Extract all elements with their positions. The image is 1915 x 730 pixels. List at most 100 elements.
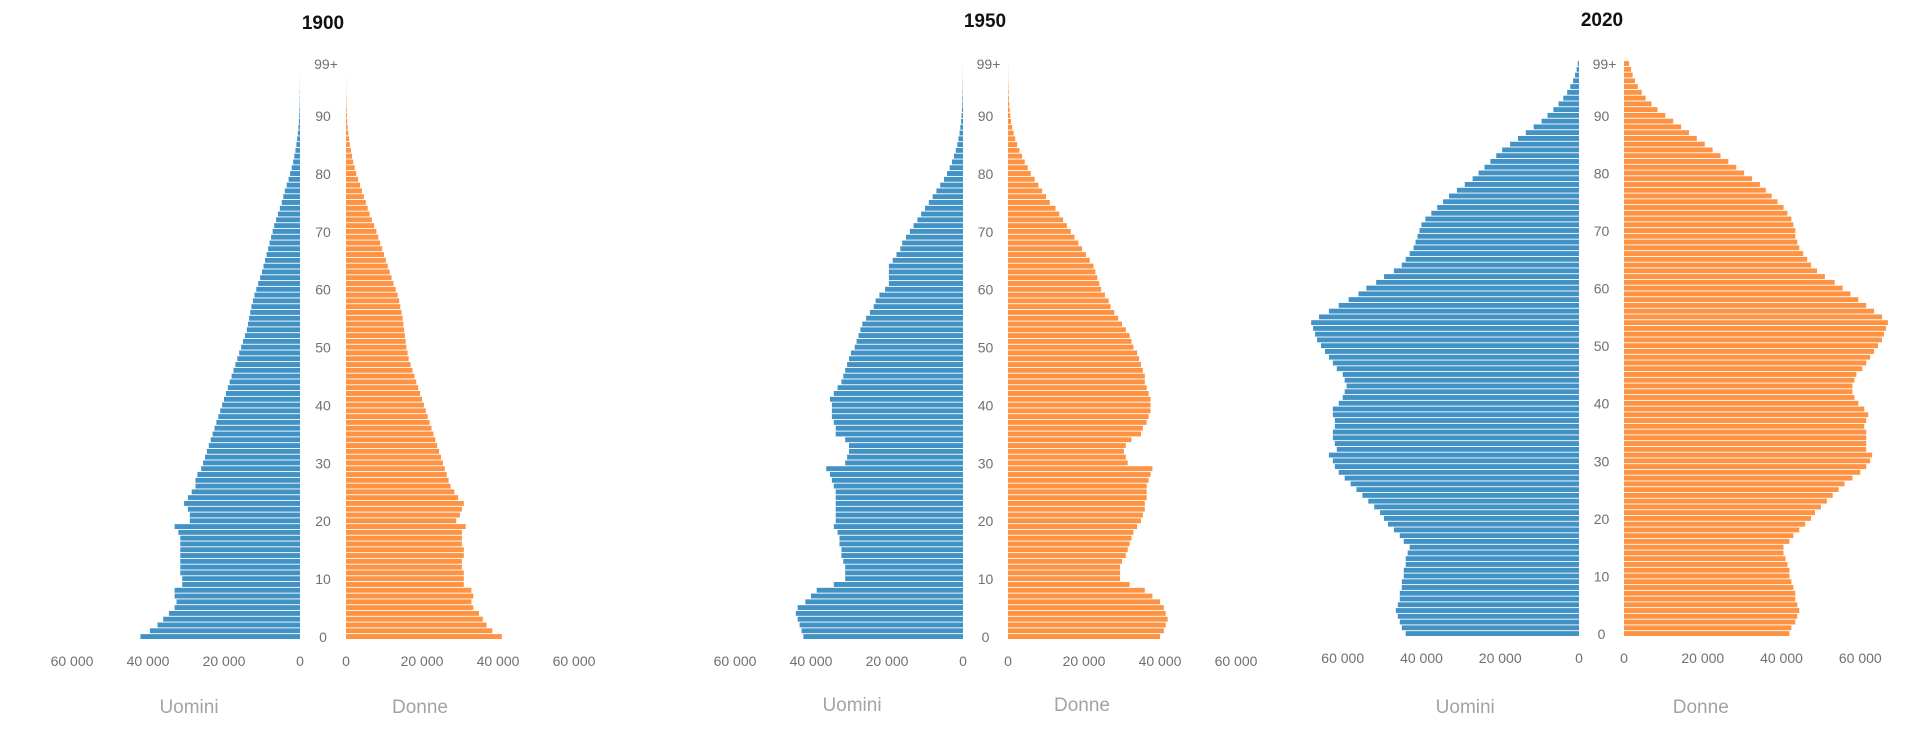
bar-men-2-54: [1311, 320, 1579, 326]
age-label-1-6: 60: [978, 282, 994, 298]
bar-men-0-4: [168, 610, 300, 616]
bar-men-0-11: [180, 570, 300, 576]
bar-men-1-46: [845, 367, 963, 373]
bar-men-1-44: [841, 379, 963, 385]
bar-men-2-14: [1407, 550, 1579, 556]
bar-women-2-14: [1624, 550, 1784, 556]
men-label-2: Uomini: [1436, 697, 1495, 718]
bar-men-2-33: [1334, 441, 1579, 446]
bar-women-2-49: [1624, 349, 1875, 354]
bar-men-0-35: [212, 431, 300, 437]
bar-women-1-57: [1008, 304, 1111, 310]
bar-men-0-43: [227, 385, 300, 391]
men-axis-tick-1-2: 20 000: [866, 653, 909, 669]
bar-men-2-45: [1342, 372, 1579, 377]
bar-women-1-70: [1008, 228, 1071, 234]
bar-men-1-3: [797, 616, 963, 622]
bar-women-2-2: [1624, 619, 1796, 625]
bar-men-0-69: [271, 234, 300, 240]
bar-women-1-18: [1008, 529, 1134, 535]
men-axis-tick-2-1: 40 000: [1400, 650, 1443, 666]
bar-men-2-9: [1401, 579, 1579, 585]
bar-men-2-69: [1417, 233, 1579, 239]
bar-men-1-48: [849, 356, 963, 362]
bar-women-0-74: [346, 205, 368, 211]
bar-women-1-1: [1008, 628, 1164, 634]
bar-men-0-72: [276, 217, 300, 223]
bar-men-2-1: [1401, 625, 1579, 631]
bar-men-0-6: [176, 599, 300, 605]
bar-women-0-82: [346, 159, 354, 165]
bar-women-1-89: [1008, 118, 1012, 124]
bar-women-2-81: [1624, 164, 1737, 170]
bar-women-1-33: [1008, 443, 1126, 448]
bar-men-2-48: [1328, 354, 1579, 360]
bar-men-2-35: [1332, 429, 1579, 435]
bar-men-1-11: [845, 570, 963, 576]
bar-men-2-27: [1344, 475, 1579, 481]
women-axis-tick-1-1: 20 000: [1063, 653, 1106, 669]
bar-men-1-20: [835, 518, 963, 524]
bar-women-2-46: [1624, 366, 1863, 372]
bar-men-1-19: [833, 524, 963, 530]
bar-men-2-82: [1490, 159, 1579, 164]
bar-men-1-5: [797, 605, 963, 611]
bar-men-1-56: [869, 309, 963, 315]
bar-women-2-38: [1624, 412, 1869, 418]
bar-women-1-27: [1008, 477, 1149, 483]
bar-women-2-26: [1624, 481, 1845, 487]
bar-men-0-87: [297, 130, 300, 136]
bar-women-1-80: [1008, 171, 1031, 176]
bar-women-2-24: [1624, 492, 1833, 498]
bar-men-0-78: [286, 182, 300, 188]
bar-men-2-6: [1399, 596, 1579, 602]
bar-women-1-76: [1008, 194, 1046, 200]
bar-men-1-0: [803, 634, 963, 639]
bar-men-0-25: [191, 489, 300, 495]
bar-men-1-52: [858, 333, 963, 339]
bar-men-2-64: [1401, 262, 1579, 268]
bar-men-0-46: [233, 367, 300, 373]
bar-women-0-62: [346, 275, 392, 281]
bar-women-1-52: [1008, 333, 1130, 339]
bar-women-0-34: [346, 437, 436, 443]
bar-men-1-93: [962, 95, 963, 101]
age-label-0-1: 10: [315, 571, 331, 587]
bar-women-0-43: [346, 385, 419, 391]
bar-women-2-33: [1624, 441, 1867, 446]
bar-women-2-12: [1624, 562, 1788, 567]
bar-women-0-80: [346, 171, 357, 176]
bar-men-0-31: [205, 454, 300, 460]
bar-men-0-3: [163, 616, 300, 622]
bar-men-1-14: [841, 553, 963, 558]
bar-men-1-36: [835, 425, 963, 431]
bar-men-0-88: [298, 124, 300, 130]
bar-men-2-77: [1456, 187, 1579, 193]
bar-men-0-1: [149, 628, 300, 634]
bar-men-1-77: [936, 188, 963, 194]
bar-men-2-38: [1332, 412, 1579, 418]
bar-women-1-6: [1008, 599, 1160, 605]
bar-women-1-36: [1008, 425, 1143, 431]
bar-men-0-29: [201, 466, 300, 472]
bar-women-1-53: [1008, 327, 1126, 333]
bar-men-1-29: [826, 466, 963, 472]
bar-women-2-48: [1624, 354, 1871, 360]
bar-men-2-81: [1484, 164, 1579, 170]
bar-women-2-54: [1624, 320, 1888, 326]
bar-men-2-65: [1405, 256, 1579, 262]
bar-men-1-1: [801, 628, 963, 634]
bar-women-1-14: [1008, 553, 1126, 558]
bar-women-0-90: [346, 113, 347, 119]
bar-men-2-66: [1409, 251, 1579, 256]
bar-men-1-55: [866, 315, 963, 321]
bar-men-1-70: [909, 228, 963, 234]
bar-women-0-5: [346, 605, 474, 611]
bar-men-1-85: [957, 142, 963, 148]
bar-men-1-24: [835, 495, 963, 501]
bar-women-0-89: [346, 118, 348, 124]
bar-women-1-46: [1008, 367, 1143, 373]
bar-men-1-83: [953, 153, 963, 159]
bar-men-0-71: [274, 223, 300, 229]
bar-women-2-16: [1624, 539, 1790, 544]
